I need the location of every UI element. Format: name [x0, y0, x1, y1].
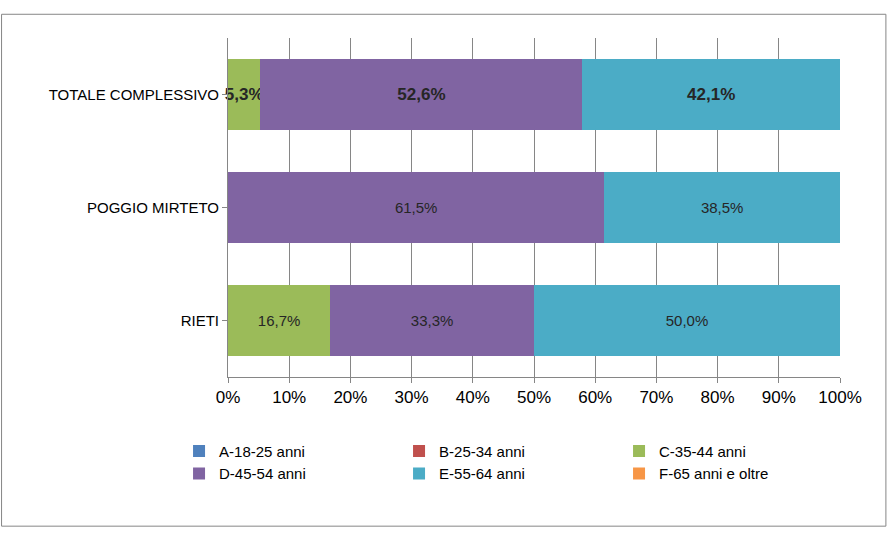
svg-text:80%: 80% — [701, 388, 735, 407]
svg-text:20%: 20% — [333, 388, 367, 407]
svg-text:38,5%: 38,5% — [701, 199, 744, 216]
svg-text:A-18-25 anni: A-18-25 anni — [219, 443, 305, 460]
svg-text:E-55-64 anni: E-55-64 anni — [439, 465, 525, 482]
svg-text:42,1%: 42,1% — [687, 85, 735, 104]
svg-text:40%: 40% — [456, 388, 490, 407]
svg-text:C-35-44 anni: C-35-44 anni — [659, 443, 746, 460]
svg-text:10%: 10% — [272, 388, 306, 407]
svg-text:50%: 50% — [517, 388, 551, 407]
svg-text:TOTALE COMPLESSIVO: TOTALE COMPLESSIVO — [49, 86, 219, 103]
svg-text:70%: 70% — [639, 388, 673, 407]
svg-text:30%: 30% — [395, 388, 429, 407]
svg-text:16,7%: 16,7% — [258, 312, 301, 329]
svg-text:B-25-34 anni: B-25-34 anni — [439, 443, 525, 460]
svg-text:33,3%: 33,3% — [411, 312, 454, 329]
svg-text:61,5%: 61,5% — [395, 199, 438, 216]
svg-text:0%: 0% — [216, 388, 241, 407]
svg-text:50,0%: 50,0% — [666, 312, 709, 329]
svg-text:D-45-54 anni: D-45-54 anni — [219, 465, 306, 482]
svg-text:60%: 60% — [578, 388, 612, 407]
svg-text:100%: 100% — [818, 388, 861, 407]
svg-text:RIETI: RIETI — [181, 312, 219, 329]
svg-text:5,3%: 5,3% — [225, 85, 264, 104]
svg-text:90%: 90% — [762, 388, 796, 407]
svg-text:52,6%: 52,6% — [397, 85, 445, 104]
svg-text:F-65 anni e oltre: F-65 anni e oltre — [659, 465, 768, 482]
svg-text:POGGIO MIRTETO: POGGIO MIRTETO — [87, 199, 219, 216]
